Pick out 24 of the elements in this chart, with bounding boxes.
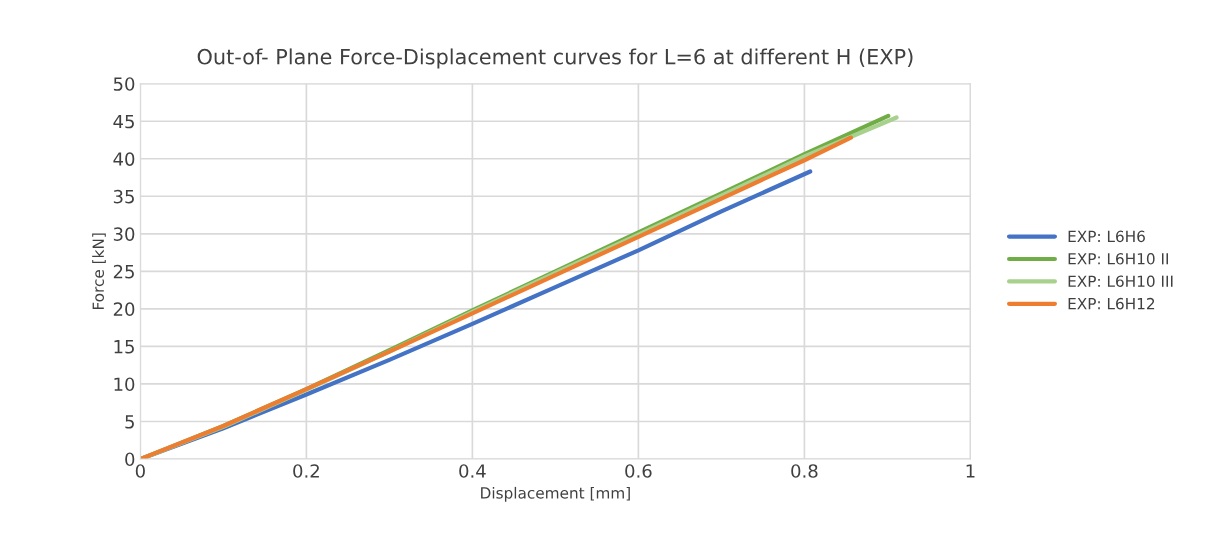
y-axis-title: Force [kN] — [92, 233, 106, 310]
x-tick-label: 0.4 — [459, 464, 486, 478]
x-tick-label: 0.2 — [293, 464, 319, 478]
legend-label: EXP: L6H6 — [1068, 230, 1145, 243]
legend-label: EXP: L6H10 II — [1068, 253, 1168, 265]
chart-title: Out-of- Plane Force-Displacement curves for L=6 at different H (EXP) — [197, 48, 913, 69]
y-tick-label: 0 — [125, 452, 135, 467]
y-tick-label: 30 — [113, 227, 135, 241]
legend-label: EXP: L6H10 III — [1068, 275, 1173, 287]
y-tick-label: 15 — [114, 340, 134, 354]
y-tick-label: 40 — [113, 152, 135, 166]
x-tick-label: 1 — [966, 464, 975, 478]
y-tick-label: 45 — [113, 114, 134, 129]
x-tick-label: 0.6 — [625, 464, 652, 478]
y-tick-label: 5 — [125, 415, 134, 429]
x-tick-label: 0.8 — [791, 464, 818, 478]
y-tick-label: 25 — [113, 264, 134, 279]
x-tick-label: 0 — [135, 464, 145, 478]
y-tick-label: 20 — [113, 302, 135, 316]
y-tick-label: 50 — [113, 77, 135, 91]
x-axis-title: Displacement [mm] — [481, 486, 630, 502]
y-tick-label: 10 — [114, 377, 135, 392]
legend-label: EXP: L6H12 — [1068, 297, 1155, 310]
y-tick-label: 35 — [113, 189, 134, 204]
